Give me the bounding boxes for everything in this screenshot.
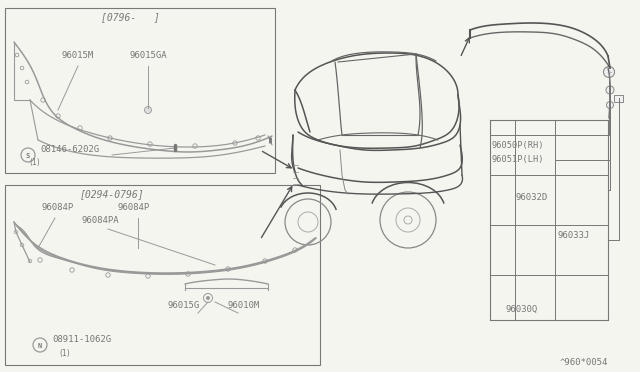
Text: ^960*0054: ^960*0054 — [560, 358, 609, 367]
Text: S: S — [26, 153, 30, 159]
Text: 96015G: 96015G — [168, 301, 200, 310]
Text: 96015M: 96015M — [62, 51, 94, 60]
Circle shape — [206, 296, 210, 300]
Text: 96051P(LH): 96051P(LH) — [492, 155, 545, 164]
Text: 08911-1062G: 08911-1062G — [52, 335, 111, 344]
Text: (1): (1) — [29, 158, 40, 167]
Circle shape — [606, 86, 614, 94]
Circle shape — [604, 67, 614, 77]
Text: [0294-0796]: [0294-0796] — [80, 189, 145, 199]
Circle shape — [607, 102, 614, 109]
Text: 96030Q: 96030Q — [505, 305, 537, 314]
Bar — [614, 95, 623, 102]
Text: N: N — [38, 343, 42, 349]
Text: 96032D: 96032D — [516, 193, 548, 202]
Text: 96010M: 96010M — [228, 301, 260, 310]
Bar — [5, 8, 275, 173]
Text: 96050P(RH): 96050P(RH) — [492, 141, 545, 150]
Bar — [5, 185, 320, 365]
Text: 96084PA: 96084PA — [82, 216, 120, 225]
Text: (1): (1) — [60, 349, 70, 358]
Circle shape — [145, 106, 152, 113]
Text: +: + — [606, 70, 612, 76]
Text: 96084P: 96084P — [118, 203, 150, 212]
Text: 08146-6202G: 08146-6202G — [40, 145, 99, 154]
Text: 96084P: 96084P — [42, 203, 74, 212]
Text: 96033J: 96033J — [558, 231, 590, 240]
Text: 96015GA: 96015GA — [130, 51, 168, 60]
Text: [0796-   ]: [0796- ] — [100, 12, 159, 22]
